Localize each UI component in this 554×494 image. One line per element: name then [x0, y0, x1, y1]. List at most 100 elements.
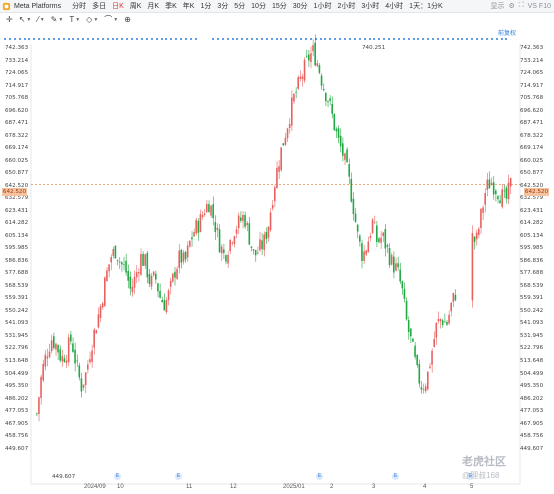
- earnings-event-icon[interactable]: E: [467, 473, 474, 480]
- zoom-icon[interactable]: ⊕: [124, 15, 131, 24]
- candle-body: [244, 214, 246, 227]
- candle-body: [403, 289, 406, 299]
- candle-body: [225, 255, 227, 262]
- candle-body: [186, 245, 189, 258]
- event-dot: [4, 38, 6, 40]
- candle-body: [414, 345, 416, 358]
- candle-body: [63, 358, 66, 363]
- timeframe-tab[interactable]: 1天：1分K: [409, 3, 443, 10]
- candle-body: [344, 153, 346, 160]
- candle-body: [140, 254, 142, 275]
- candle-body: [189, 240, 191, 247]
- candle-body: [471, 233, 474, 301]
- candle-body: [318, 65, 321, 73]
- timeframe-tab[interactable]: 5分: [234, 3, 246, 10]
- candle-body: [329, 98, 331, 101]
- watermark-text: 老虎社区: [462, 456, 506, 468]
- candle-body: [165, 300, 168, 313]
- timeframe-tab[interactable]: 4小时: [385, 3, 404, 10]
- candle-body: [384, 229, 387, 249]
- chevron-down-icon[interactable]: ▼: [113, 16, 119, 23]
- timeframe-tab[interactable]: 30分: [292, 3, 308, 10]
- shape-icon[interactable]: ◇: [86, 15, 93, 24]
- candle-body: [335, 128, 338, 132]
- timeframe-tab[interactable]: 月K: [147, 3, 160, 10]
- event-dot: [77, 38, 80, 40]
- topbar-right-tools: 显示 ⚙ ⛶ VS F10: [490, 1, 554, 11]
- timeframe-tab[interactable]: 分时: [72, 3, 87, 10]
- candle-body: [407, 320, 410, 333]
- chevron-down-icon[interactable]: ▼: [93, 16, 99, 23]
- compare-label[interactable]: VS F10: [527, 2, 551, 10]
- event-dot: [155, 38, 158, 40]
- candle-body: [227, 254, 229, 264]
- candle-body: [507, 182, 510, 200]
- timeframe-tab[interactable]: 15分: [271, 3, 287, 10]
- candle-body: [450, 302, 452, 312]
- earnings-event-icon[interactable]: E: [114, 473, 121, 480]
- candle-body: [203, 213, 206, 215]
- text-icon[interactable]: T: [69, 15, 75, 24]
- timeframe-tab[interactable]: 3小时: [361, 3, 380, 10]
- earnings-event-icon[interactable]: E: [316, 473, 323, 480]
- price-tick-left: 595.985: [5, 245, 29, 252]
- event-dot: [392, 38, 395, 40]
- earnings-event-icon[interactable]: E: [392, 473, 399, 480]
- chevron-down-icon[interactable]: ▼: [39, 16, 45, 23]
- line-icon[interactable]: ⁄: [37, 15, 39, 24]
- fullscreen-icon[interactable]: ⛶: [518, 2, 524, 9]
- candle-body: [509, 177, 512, 187]
- timeframe-tab[interactable]: 1分: [200, 3, 212, 10]
- candle-body: [254, 249, 257, 256]
- adjusted-price-badge[interactable]: 前复权: [498, 31, 517, 37]
- event-dot: [226, 38, 229, 40]
- event-dot: [304, 38, 307, 40]
- price-tick-right: 568.539: [520, 282, 544, 289]
- candle-body: [76, 360, 78, 362]
- candle-body: [478, 228, 480, 235]
- chevron-down-icon[interactable]: ▼: [75, 16, 81, 23]
- candle-body: [131, 286, 134, 293]
- event-dot: [265, 38, 268, 40]
- event-dot: [476, 38, 479, 40]
- timeframe-tab[interactable]: 10分: [251, 3, 266, 10]
- settings-icon[interactable]: ⚙: [508, 3, 515, 10]
- display-menu[interactable]: 显示: [490, 3, 505, 10]
- candle-body: [121, 262, 123, 265]
- price-tick-right: 522.796: [520, 345, 544, 352]
- price-tick-left: 733.214: [5, 57, 29, 64]
- measure-icon[interactable]: ⌒: [104, 15, 113, 24]
- x-tick-label: 2024/09: [84, 484, 106, 490]
- low-price-label: 449.607: [52, 474, 76, 480]
- pen-icon[interactable]: ✎: [50, 15, 58, 24]
- candle-body: [146, 252, 149, 278]
- price-tick-right: 504.499: [520, 370, 544, 377]
- candle-body: [337, 128, 340, 138]
- crosshair-icon[interactable]: ✛: [6, 15, 13, 24]
- price-tick-left: 559.391: [5, 295, 29, 302]
- timeframe-tab[interactable]: 3分: [217, 3, 229, 10]
- candle-body: [441, 320, 444, 325]
- earnings-event-icon[interactable]: E: [175, 473, 182, 480]
- watermark-user: @理叔168: [462, 471, 500, 480]
- chevron-down-icon[interactable]: ▼: [26, 16, 32, 23]
- timeframe-tab[interactable]: 2小时: [337, 3, 356, 10]
- timeframe-tab[interactable]: 季K: [165, 3, 177, 10]
- candle-body: [114, 245, 117, 259]
- timeframe-tab[interactable]: 年K: [182, 3, 195, 10]
- event-dot: [436, 38, 439, 40]
- candle-body: [367, 241, 370, 253]
- timeframe-tab[interactable]: 周K: [129, 3, 142, 10]
- candle-body: [371, 219, 374, 233]
- x-tick-label: 4: [423, 484, 427, 490]
- cursor-icon[interactable]: ↖: [18, 15, 26, 24]
- event-dot: [43, 38, 46, 40]
- candle-body: [356, 224, 359, 232]
- chevron-down-icon[interactable]: ▼: [58, 16, 64, 23]
- candle-body: [380, 237, 382, 243]
- candle-body: [378, 238, 380, 243]
- timeframe-tab[interactable]: 1小时: [313, 3, 332, 10]
- timeframe-tab[interactable]: 多日: [92, 3, 107, 10]
- timeframe-tab[interactable]: 日K: [112, 3, 124, 10]
